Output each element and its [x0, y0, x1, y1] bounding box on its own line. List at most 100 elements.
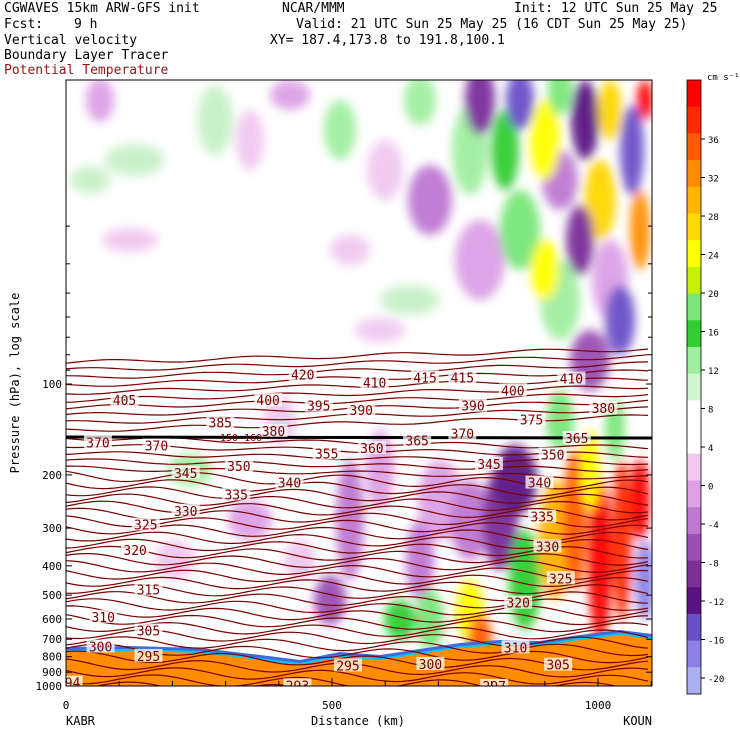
- theta-contour: [66, 591, 649, 611]
- field-potential-temperature: Potential Temperature: [4, 63, 169, 78]
- theta-label: 300: [419, 658, 442, 673]
- theta-label-bg: [544, 657, 573, 671]
- theta-label-bg: [275, 475, 304, 489]
- colorbar-swatch: [687, 186, 701, 214]
- colorbar-unit: cm s⁻¹: [707, 73, 740, 83]
- theta-label: 325: [549, 572, 572, 587]
- theta-label: 295: [137, 650, 160, 665]
- theta-label: 350: [227, 460, 250, 475]
- y-tick-label: 200: [42, 469, 62, 482]
- theta-label-bg: [222, 487, 251, 501]
- x-tick-label: 0: [63, 699, 70, 712]
- forecast-hour: 9 h: [74, 17, 98, 32]
- theta-label: 310: [504, 641, 527, 656]
- theta-contour: [66, 553, 649, 573]
- theta-label-bg: [557, 371, 586, 385]
- colorbar-tick-label: -8: [708, 560, 719, 570]
- theta-label: 365: [565, 432, 588, 447]
- theta-label-bg: [121, 543, 150, 557]
- colorbar-tick-label: 8: [708, 406, 713, 416]
- theta-label-bg: [403, 433, 432, 447]
- theta-contour: [66, 479, 649, 497]
- theta-label: 315: [137, 584, 160, 599]
- theta-label: 305: [546, 659, 569, 674]
- theta-label: 380: [262, 425, 285, 440]
- y-tick-label: 900: [42, 666, 62, 679]
- theta-label: 410: [560, 373, 583, 388]
- theta-contour: [66, 667, 649, 685]
- theta-contour: [66, 674, 618, 686]
- colorbar-swatch: [687, 533, 701, 562]
- theta-contour: [66, 569, 649, 587]
- colorbar-swatch: [687, 587, 701, 615]
- tropopause-line: [66, 435, 652, 440]
- colorbar-swatch: [687, 133, 701, 161]
- right-station: KOUN: [623, 714, 652, 728]
- theta-label: 370: [145, 440, 168, 455]
- theta-label-bg: [498, 383, 527, 397]
- colorbar-tick-label: -16: [708, 637, 724, 647]
- theta-label: 293: [286, 679, 309, 694]
- theta-label-bg: [283, 678, 312, 686]
- colorbar-swatch: [687, 213, 701, 241]
- theta-label-bg: [134, 582, 163, 596]
- y-tick-label: 100: [42, 378, 62, 391]
- y-axis-label: Pressure (hPa), log scale: [8, 293, 22, 474]
- theta-label-bg: [110, 393, 139, 407]
- colorbar-swatch: [687, 667, 701, 695]
- theta-label: 320: [506, 597, 529, 612]
- y-tick-label: 400: [42, 560, 62, 573]
- colorbar-swatch: [687, 453, 701, 481]
- forecast-label: Fcst:: [4, 17, 44, 32]
- organization: NCAR/MMM: [282, 1, 345, 16]
- colorbar-swatch: [687, 160, 701, 188]
- x-tick-label: 500: [322, 699, 342, 712]
- y-tick-label: 500: [42, 589, 62, 602]
- theta-label-bg: [533, 539, 562, 553]
- theta-contour: [66, 515, 649, 535]
- theta-label-bg: [86, 639, 115, 653]
- y-tick-label: 300: [42, 522, 62, 535]
- colorbar-tick-label: 16: [708, 329, 719, 339]
- theta-label-bg: [224, 459, 253, 473]
- theta-contour: [66, 545, 649, 566]
- colorbar-tick-label: 28: [708, 213, 719, 223]
- theta-label-bg: [411, 370, 440, 384]
- theta-contour: [66, 377, 649, 395]
- colorbar-tick-label: 0: [708, 483, 713, 493]
- theta-contour: [66, 614, 649, 633]
- y-tick-label: 700: [42, 633, 62, 646]
- theta-contour: [66, 629, 649, 649]
- colorbar-swatch: [687, 346, 701, 375]
- theta-label-bg: [134, 623, 163, 637]
- y-tick-label: 600: [42, 613, 62, 626]
- theta-contour: [66, 621, 649, 640]
- colorbar-tick-label: -4: [708, 521, 719, 531]
- colorbar-swatch: [687, 480, 701, 508]
- colorbar-frame: [686, 79, 702, 695]
- init-time: Init: 12 UTC Sun 25 May 25: [514, 1, 718, 16]
- theta-label-bg: [142, 438, 171, 452]
- colorbar-swatch: [687, 427, 701, 455]
- theta-label: 300: [89, 641, 112, 656]
- theta-label-bg: [312, 446, 341, 460]
- colorbar-swatch: [687, 266, 701, 295]
- theta-label-bg: [259, 423, 288, 437]
- vertical-velocity-shading: 420 410 415 415 410 405 400 400 395 390 390 385 380 3…: [57, 80, 652, 694]
- theta-label: 375: [520, 413, 543, 428]
- colorbar-tick-label: -20: [708, 675, 724, 685]
- tropopause-label: 150 160: [220, 433, 262, 444]
- theta-label: 340: [528, 477, 551, 492]
- colorbar: 36 32 28 24 20 16 12 8 4 0 -4 -8 -12 -16 -20: [686, 79, 724, 695]
- theta-label-bg: [504, 595, 533, 609]
- theta-contour: [66, 486, 649, 506]
- theta-label: 294: [57, 677, 81, 692]
- colorbar-swatch: [687, 293, 701, 321]
- theta-label: 380: [592, 402, 615, 417]
- theta-contour: [66, 583, 649, 604]
- colorbar-tick-label: 32: [708, 175, 719, 185]
- theta-label: 360: [360, 442, 383, 457]
- theta-label-bg: [458, 398, 487, 412]
